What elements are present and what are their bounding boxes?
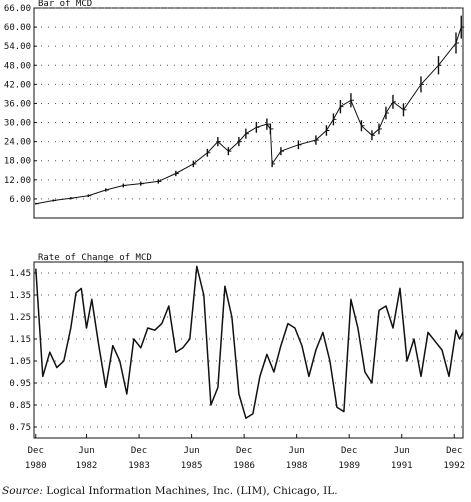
roc-series-line	[35, 265, 464, 419]
source-label: Source:	[2, 485, 43, 497]
roc-y-tick-label: 1.15	[9, 335, 31, 345]
price-y-tick-label: 42.00	[4, 80, 31, 90]
price-y-tick-label: 48.00	[4, 61, 31, 71]
price-series-line	[35, 26, 462, 205]
x-month-label: Dec	[131, 446, 147, 456]
price-panel-title: Bar of MCD	[38, 0, 92, 9]
price-plot-frame	[33, 7, 464, 219]
x-year-label: 1983	[128, 461, 150, 471]
roc-y-tick-label: 1.05	[9, 357, 31, 367]
x-year-label: 1992	[443, 461, 465, 471]
x-month-label: Dec	[236, 446, 252, 456]
price-y-tick-label: 54.00	[4, 42, 31, 52]
source-note: Source: Logical Information Machines, In…	[2, 485, 338, 497]
x-month-label: Dec	[446, 446, 462, 456]
roc-y-tick-label: 1.25	[9, 313, 31, 323]
price-y-tick-label: 12.00	[4, 176, 31, 186]
x-month-label: Jun	[78, 446, 94, 456]
roc-plot-frame	[33, 261, 464, 439]
x-axis: Dec Jun Dec Jun Dec Jun Dec Jun Dec 1980 1982 1983 1…	[25, 434, 465, 471]
x-month-label: Dec	[28, 446, 44, 456]
price-y-tick-label: 66.00	[4, 4, 31, 14]
x-year-label: 1986	[233, 461, 255, 471]
price-y-tick-label: 60.00	[4, 23, 31, 33]
roc-y-tick-label: 1.45	[9, 269, 31, 279]
roc-y-tick-label: 0.95	[9, 379, 31, 389]
price-y-tick-label: 18.00	[4, 157, 31, 167]
price-panel: 6.00 12.00 18.00 24.00 30.00 36.00 42.00 48.00 5…	[4, 0, 465, 219]
roc-y-tick-label: 0.75	[9, 423, 31, 433]
x-year-label: 1991	[391, 461, 413, 471]
x-year-label: 1985	[181, 461, 203, 471]
x-year-label: 1988	[286, 461, 308, 471]
roc-panel: 0.75 0.85 0.95 1.05 1.15 1.25 1.35 1.45 Rate of …	[9, 253, 464, 439]
roc-panel-title: Rate of Change of MCD	[38, 253, 152, 263]
x-year-label: 1989	[338, 461, 360, 471]
price-y-tick-label: 36.00	[4, 99, 31, 109]
price-y-tick-label: 24.00	[4, 138, 31, 148]
x-month-label: Jun	[289, 446, 305, 456]
x-year-label: 1982	[76, 461, 98, 471]
x-month-label: Dec	[341, 446, 357, 456]
x-month-label: Jun	[183, 446, 199, 456]
x-month-label: Jun	[394, 446, 410, 456]
price-y-tick-label: 30.00	[4, 119, 31, 129]
roc-y-tick-label: 1.35	[9, 291, 31, 301]
price-y-tick-label: 6.00	[9, 195, 31, 205]
x-year-label: 1980	[25, 461, 47, 471]
roc-y-tick-label: 0.85	[9, 401, 31, 411]
source-text: Logical Information Machines, Inc. (LIM)…	[46, 485, 338, 497]
